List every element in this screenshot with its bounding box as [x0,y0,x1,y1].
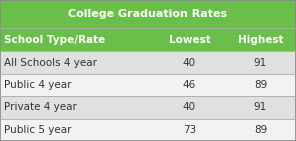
Bar [0,74,154,96]
Text: 73: 73 [183,125,196,135]
Text: 40: 40 [183,58,196,68]
Text: All Schools 4 year: All Schools 4 year [4,58,97,68]
Bar [0,51,154,74]
Text: Public 4 year: Public 4 year [4,80,72,90]
Text: 40: 40 [183,102,196,112]
Bar [0,119,154,141]
Text: 91: 91 [254,102,267,112]
Bar [154,119,225,141]
Text: School Type/Rate: School Type/Rate [4,35,106,45]
Bar [0,28,154,51]
Text: 89: 89 [254,125,267,135]
Text: Highest: Highest [238,35,283,45]
Text: Public 5 year: Public 5 year [4,125,72,135]
Bar [225,74,296,96]
Bar [154,51,225,74]
Bar [154,96,225,119]
Bar [0,96,154,119]
Bar [225,119,296,141]
Bar [154,28,225,51]
Text: 89: 89 [254,80,267,90]
Text: Lowest: Lowest [168,35,210,45]
Bar [154,74,225,96]
Text: 46: 46 [183,80,196,90]
Text: 91: 91 [254,58,267,68]
Bar [225,51,296,74]
Bar [0,0,296,28]
Text: Private 4 year: Private 4 year [4,102,77,112]
Text: College Graduation Rates: College Graduation Rates [68,9,228,19]
Bar [225,28,296,51]
Bar [225,96,296,119]
